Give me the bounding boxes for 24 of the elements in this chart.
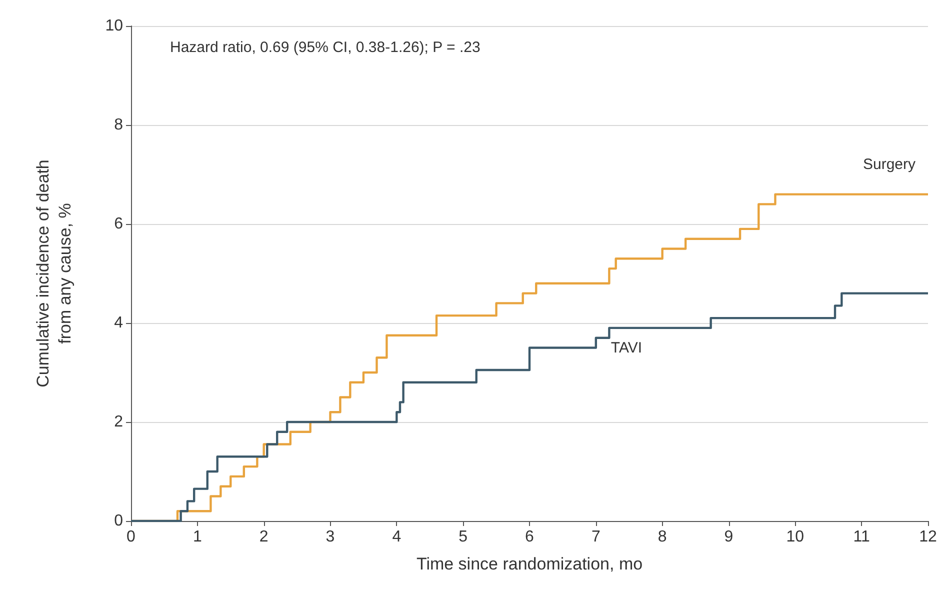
x-tick-label: 12 (919, 528, 937, 546)
x-axis-title: Time since randomization, mo (416, 554, 643, 574)
y-tick-label: 10 (105, 18, 124, 34)
x-tick-label: 11 (853, 528, 870, 546)
x-tick-label: 9 (724, 528, 734, 546)
series-label: TAVI (610, 339, 642, 356)
series-label: Surgery (863, 156, 916, 173)
x-tick-label: 8 (658, 528, 667, 546)
y-tick-label: 4 (114, 314, 124, 332)
x-tick-label: 7 (591, 528, 600, 546)
x-tick-label: 2 (259, 528, 268, 546)
x-tick-label: 0 (126, 528, 136, 546)
x-tick-label: 5 (458, 528, 468, 546)
y-tick-label: 6 (114, 216, 124, 232)
y-axis-title: Cumulative incidence of death from any cause, % (34, 160, 74, 388)
x-tick-label: 4 (392, 528, 402, 546)
x-tick-label: 1 (192, 528, 202, 546)
x-tick-label: 6 (525, 528, 534, 546)
x-tick-label: 3 (326, 528, 335, 546)
x-tick-label: 10 (786, 528, 804, 546)
annotation: Hazard ratio, 0.69 (95% CI, 0.38-1.26); P = .23 (170, 39, 480, 56)
y-tick-label: 0 (114, 512, 124, 530)
y-tick-label: 2 (114, 414, 124, 430)
y-tick-label: 8 (114, 116, 124, 134)
